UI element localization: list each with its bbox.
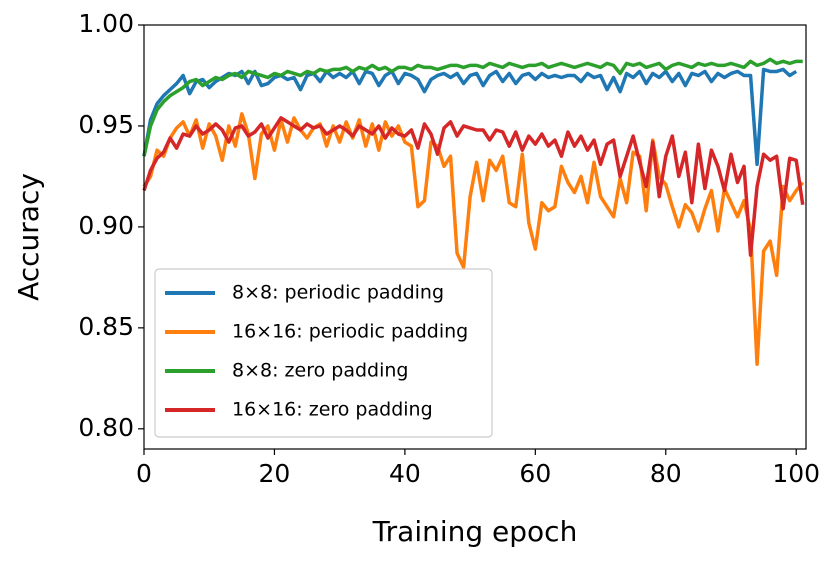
legend-label: 8×8: periodic padding [232, 282, 444, 304]
y-tick-label: 0.95 [78, 110, 134, 139]
legend-label: 16×16: periodic padding [232, 321, 468, 343]
x-tick-label: 20 [259, 459, 291, 488]
plot-frame [143, 24, 807, 450]
x-tick-label: 0 [136, 459, 152, 488]
x-axis-label: Training epoch [372, 515, 578, 548]
series-line [142, 57, 803, 157]
x-tick-label: 40 [389, 459, 421, 488]
y-tick-label: 0.80 [78, 413, 134, 442]
x-tick-label: 60 [519, 459, 551, 488]
legend-box [154, 268, 493, 438]
series-line [142, 112, 805, 366]
x-tick-label: 80 [650, 459, 682, 488]
y-tick-label: 0.85 [78, 312, 134, 341]
legend-label: 16×16: zero padding [232, 399, 433, 421]
y-axis-label: Accuracy [12, 173, 45, 301]
series-line [142, 116, 805, 257]
y-tick-label: 0.90 [78, 211, 134, 240]
x-tick-label: 100 [772, 459, 820, 488]
legend-label: 8×8: zero padding [232, 360, 408, 382]
y-tick-label: 1.00 [78, 9, 134, 38]
series-line [142, 67, 798, 167]
